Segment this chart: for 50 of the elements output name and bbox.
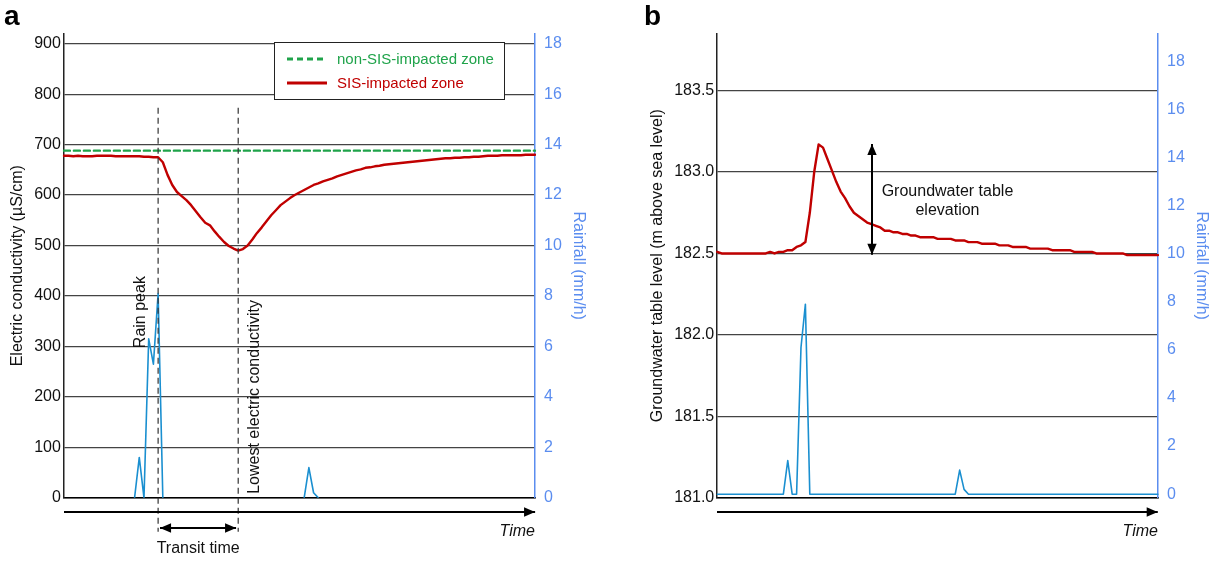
legend-label: SIS-impacted zone (337, 72, 464, 93)
y2-tick-label: 12 (544, 185, 562, 203)
y-tick-label: 100 (34, 437, 61, 455)
y2-tick-label: 8 (1167, 292, 1176, 310)
y-tick-label: 300 (34, 336, 61, 354)
chart-title: b (644, 0, 662, 31)
y2-tick-label: 16 (1167, 99, 1185, 117)
y-tick-label: 200 (34, 387, 61, 405)
y-tick-label: 700 (34, 135, 61, 153)
y-tick-label: 181.0 (674, 488, 715, 506)
y-axis-title: Groundwater table level (m above sea level) (648, 109, 666, 423)
y2-axis-title: Rainfall (mm/h) (1193, 211, 1211, 320)
y-tick-label: 183.5 (674, 81, 715, 99)
y2-tick-label: 10 (544, 235, 562, 253)
annotation: Rain peak (130, 275, 148, 349)
y2-tick-label: 14 (544, 135, 562, 153)
y2-tick-label: 6 (544, 336, 553, 354)
x-axis-title: Time (1122, 521, 1159, 539)
y-tick-label: 181.5 (674, 406, 715, 424)
annotation: Groundwater table elevation (880, 180, 1015, 219)
y-tick-label: 0 (51, 488, 61, 506)
annotation: Lowest electric conductivity (244, 299, 262, 494)
y2-tick-label: 6 (1167, 340, 1176, 358)
y-tick-label: 182.0 (674, 325, 715, 343)
y-tick-label: 900 (34, 34, 61, 52)
y2-tick-label: 12 (1167, 195, 1185, 213)
y2-tick-label: 0 (1167, 484, 1176, 502)
y2-tick-label: 16 (544, 84, 562, 102)
y2-tick-label: 18 (544, 34, 562, 52)
y2-axis-title: Rainfall (mm/h) (570, 211, 588, 320)
y2-tick-label: 4 (544, 387, 553, 405)
text: Transit time (156, 537, 240, 557)
y-tick-label: 800 (34, 84, 61, 102)
y2-tick-label: 2 (544, 437, 553, 455)
y-tick-label: 183.0 (674, 162, 715, 180)
y2-tick-label: 18 (1167, 51, 1185, 69)
y2-tick-label: 14 (1167, 147, 1185, 165)
y2-tick-label: 10 (1167, 244, 1185, 262)
y-tick-label: 400 (34, 286, 61, 304)
legend-label: non-SIS-impacted zone (337, 48, 494, 69)
chart-title: a (4, 0, 20, 31)
y2-tick-label: 2 (1167, 436, 1176, 454)
y-tick-label: 600 (34, 185, 61, 203)
y2-tick-label: 0 (544, 488, 553, 506)
y2-tick-label: 4 (1167, 388, 1176, 406)
y-axis-title: Electric conductivity (µS/cm) (8, 165, 26, 367)
y-tick-label: 182.5 (674, 243, 715, 261)
y2-tick-label: 8 (544, 286, 553, 304)
y-tick-label: 500 (34, 235, 61, 253)
x-axis-title: Time (499, 521, 536, 539)
